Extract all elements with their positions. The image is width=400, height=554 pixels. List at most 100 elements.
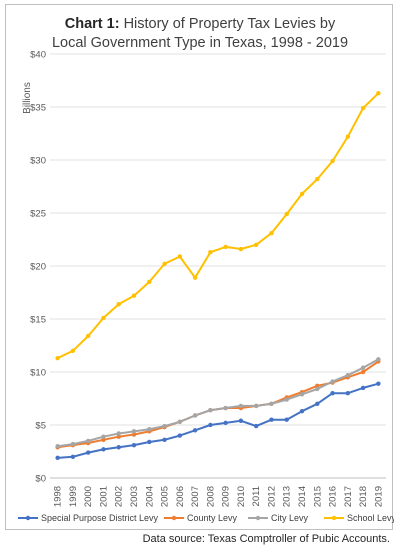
data-point [70, 348, 76, 353]
data-point [162, 437, 167, 443]
x-tick-label: 2010 [236, 486, 247, 507]
data-point [315, 401, 320, 406]
x-tick-label: 2019 [373, 486, 384, 507]
x-tick-label: 2017 [343, 486, 354, 507]
data-point [177, 419, 183, 425]
x-tick-label: 2011 [251, 486, 262, 506]
data-point [345, 372, 351, 378]
x-tick-label: 2015 [312, 486, 323, 507]
data-point [55, 356, 60, 361]
x-tick-label: 2009 [221, 486, 232, 507]
data-point [101, 437, 106, 443]
data-point [376, 91, 381, 96]
data-point [360, 369, 366, 375]
data-point [208, 407, 213, 413]
y-tick-label: $20 [30, 262, 46, 273]
y-tick-label: $30 [30, 156, 46, 167]
legend-marker [331, 515, 337, 521]
x-tick-label: 2000 [83, 486, 94, 507]
data-point [238, 403, 244, 409]
chart-panel: Chart 1: History of Property Tax Levies … [5, 4, 394, 530]
x-tick-label: 1998 [53, 486, 64, 507]
data-point [284, 397, 289, 402]
data-point [253, 403, 259, 409]
data-point [269, 401, 274, 406]
data-point [315, 383, 320, 388]
x-tick-label: 2007 [190, 486, 201, 507]
x-tick-label: 2001 [98, 486, 109, 507]
data-point [101, 315, 106, 321]
y-tick-label: $15 [30, 315, 46, 326]
data-point [330, 379, 335, 384]
series-line [57, 358, 379, 448]
data-point [177, 254, 183, 259]
data-point [147, 279, 152, 285]
data-point [208, 250, 213, 255]
data-point [238, 418, 244, 423]
x-tick-label: 2013 [282, 486, 293, 507]
x-tick-label: 2005 [160, 486, 171, 507]
x-tick-label: 2004 [144, 486, 155, 507]
data-point [147, 439, 152, 445]
x-tick-label: 2014 [297, 486, 308, 507]
legend-label: County Levy [187, 513, 238, 523]
legend-label: Special Purpose District Levy [41, 513, 159, 523]
y-tick-label: $40 [30, 50, 46, 61]
x-tick-label: 1999 [68, 486, 79, 507]
chart-title-line2: Local Government Type in Texas, 1998 - 2… [51, 35, 349, 51]
data-point [192, 275, 198, 280]
data-point [116, 434, 121, 439]
data-point [238, 246, 244, 252]
data-point [101, 447, 106, 452]
data-point [315, 386, 320, 392]
chart-title-bold: Chart 1: [64, 16, 120, 32]
data-point [131, 429, 137, 434]
data-point [360, 105, 366, 111]
x-tick-label: 2016 [328, 486, 339, 507]
data-point [330, 391, 335, 396]
data-point [116, 431, 121, 436]
data-point [299, 191, 305, 197]
y-tick-label: $35 [30, 103, 46, 114]
data-point [223, 244, 228, 250]
data-point [177, 433, 183, 438]
data-point [299, 409, 305, 414]
data-point [360, 385, 366, 391]
data-point [101, 434, 106, 439]
legend-marker [255, 515, 261, 521]
data-point [253, 423, 259, 429]
chart-title: Chart 1: History of Property Tax Levies … [6, 15, 394, 53]
data-point [376, 381, 381, 386]
data-point [55, 455, 60, 461]
data-point [269, 230, 274, 236]
data-point [131, 432, 137, 437]
x-tick-label: 2018 [358, 486, 369, 507]
data-point [192, 428, 198, 433]
data-point [131, 293, 137, 298]
data-point [253, 242, 259, 247]
data-point [376, 357, 381, 362]
x-tick-label: 2002 [114, 486, 125, 507]
data-point [85, 333, 91, 339]
data-point [70, 441, 76, 447]
y-axis-label: Billions [22, 82, 33, 114]
x-tick-label: 2006 [175, 486, 186, 507]
data-point [223, 405, 228, 411]
data-point [147, 427, 152, 432]
data-point [192, 413, 198, 418]
data-point [315, 176, 320, 182]
y-tick-label: $5 [35, 421, 46, 432]
x-tick-label: 2003 [129, 486, 140, 507]
y-tick-label: $25 [30, 209, 46, 220]
legend-label: City Levy [271, 513, 309, 523]
data-point [284, 417, 289, 422]
source-note: Data source: Texas Comptroller of Pubic … [142, 533, 390, 545]
data-point [116, 301, 121, 307]
data-point [330, 158, 335, 164]
x-tick-label: 2012 [266, 486, 277, 507]
data-point [360, 365, 366, 370]
x-tick-label: 2008 [205, 486, 216, 507]
data-point [208, 422, 213, 428]
data-point [162, 423, 167, 429]
